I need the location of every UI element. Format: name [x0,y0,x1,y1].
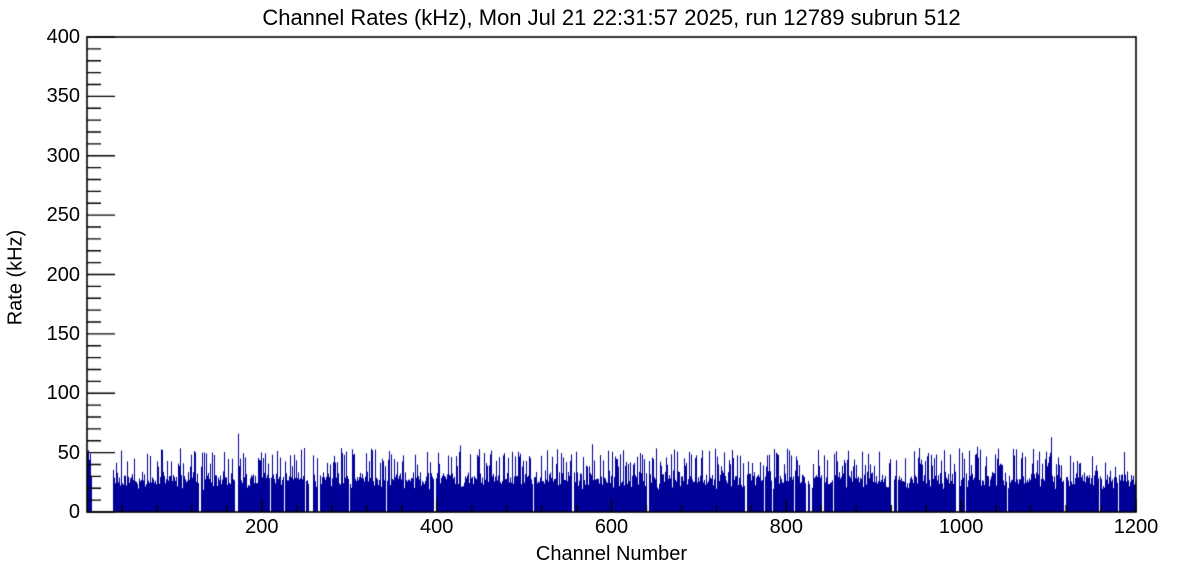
x-tick-label: 800 [769,516,804,538]
y-tick-label: 50 [57,441,80,464]
y-tick-label: 100 [46,382,80,405]
y-tick-label: 0 [68,501,80,523]
y-tick-label: 400 [46,26,80,48]
x-tick-label: 200 [245,516,279,538]
x-tick-label: 1200 [1113,516,1159,538]
x-tick-label: 1000 [938,516,984,538]
chart-title: Channel Rates (kHz), Mon Jul 21 22:31:57… [262,5,961,30]
y-tick-label: 350 [46,85,80,108]
x-tick-label: 400 [419,516,454,538]
y-tick-label: 150 [46,322,80,345]
y-tick-label: 200 [46,263,80,286]
x-tick-label: 600 [594,516,629,538]
y-tick-label: 250 [46,204,80,227]
x-axis-label: Channel Number [535,543,688,565]
y-tick-label: 300 [46,144,80,167]
